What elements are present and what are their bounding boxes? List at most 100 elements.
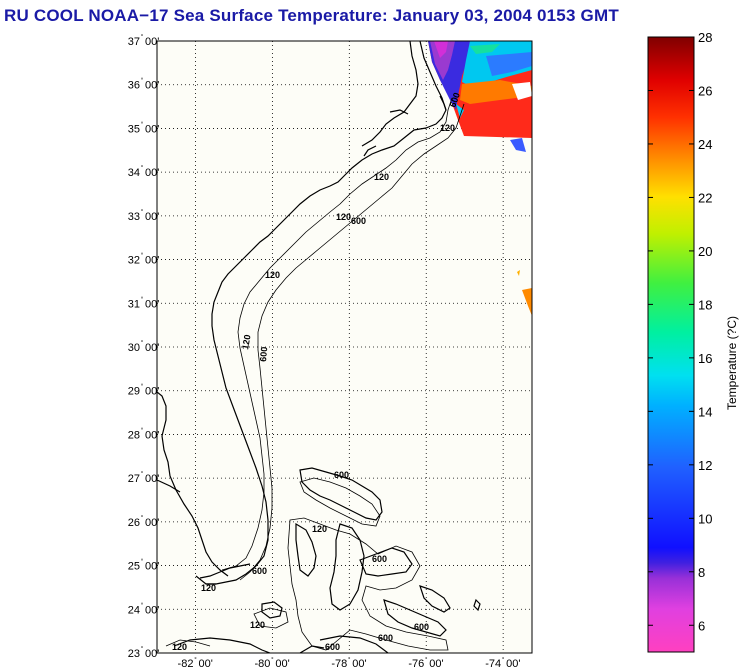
lat-minutes: 00'	[145, 36, 159, 48]
lon-label: -78	[331, 658, 347, 670]
lon-label: -76	[408, 658, 424, 670]
degree-mark: ˚	[348, 657, 350, 665]
degree-mark: ˚	[141, 209, 143, 217]
lon-label: -80	[254, 658, 270, 670]
colorbar-tick-label: 10	[698, 511, 712, 526]
contour-label: 120	[312, 524, 327, 534]
lon-minutes: 00'	[275, 658, 289, 670]
degree-mark: ˚	[425, 657, 427, 665]
degree-mark: ˚	[141, 253, 143, 261]
colorbar-tick-label: 8	[698, 565, 705, 580]
degree-mark: ˚	[141, 165, 143, 173]
lat-label: 35	[128, 123, 140, 135]
degree-mark: ˚	[141, 471, 143, 479]
degree-mark: ˚	[141, 602, 143, 610]
lon-minutes: 00'	[352, 658, 366, 670]
degree-mark: ˚	[141, 515, 143, 523]
contour-label: 120	[440, 123, 455, 133]
colorbar-label: Temperature (?C)	[725, 316, 739, 410]
colorbar-tick-label: 28	[698, 30, 712, 45]
lat-label: 26	[128, 517, 140, 529]
contour-label: 600	[325, 642, 340, 652]
colorbar-tick-label: 26	[698, 83, 712, 98]
colorbar-tick-label: 14	[698, 404, 712, 419]
colorbar-ticks: 28 26 24 22 20 18 16 14 12 10 8 6	[648, 30, 712, 633]
contour-label: 600	[258, 346, 269, 362]
colorbar-tick-label: 12	[698, 458, 712, 473]
lat-minutes: 00'	[145, 298, 159, 310]
colorbar-scale	[647, 36, 695, 653]
lon-label: -82	[178, 658, 194, 670]
longitude-labels: -82 ˚ 00' -80 ˚ 00' -78 ˚ 00' -76 ˚ 00' -74 ˚ 00'	[178, 657, 521, 670]
degree-mark: ˚	[141, 427, 143, 435]
lat-minutes: 00'	[145, 386, 159, 398]
lat-minutes: 00'	[145, 211, 159, 223]
contour-label: 120	[172, 642, 187, 652]
degree-mark: ˚	[194, 657, 196, 665]
degree-mark: ˚	[271, 657, 273, 665]
lat-minutes: 00'	[145, 648, 159, 660]
degree-mark: ˚	[141, 296, 143, 304]
lat-label: 28	[128, 429, 140, 441]
contour-label: 120	[265, 270, 280, 280]
contour-label: 600	[252, 566, 267, 576]
contour-labels: 120 600 120 120 600 120 120 600 600 120 …	[172, 91, 462, 652]
lat-label: 31	[128, 298, 140, 310]
contour-label: 120	[201, 583, 216, 593]
lon-minutes: 00'	[429, 658, 443, 670]
contour-label: 120	[336, 212, 351, 222]
contour-label: 120	[250, 620, 265, 630]
contour-label: 600	[351, 216, 366, 226]
lat-minutes: 00'	[145, 473, 159, 485]
lat-label: 33	[128, 211, 140, 223]
lat-minutes: 00'	[145, 80, 159, 92]
latitude-labels: 37 ˚ 00'36 ˚ 00'35 ˚ 00'34 ˚ 00'33 ˚ 00'32 ˚ 00'31 ˚ 0…	[128, 34, 160, 660]
lat-label: 30	[128, 342, 140, 354]
degree-mark: ˚	[141, 34, 143, 42]
lat-minutes: 00'	[145, 167, 159, 179]
lat-minutes: 00'	[145, 429, 159, 441]
lon-label: -74	[485, 658, 501, 670]
lat-label: 25	[128, 561, 140, 573]
lat-label: 36	[128, 80, 140, 92]
degree-mark: ˚	[141, 384, 143, 392]
degree-mark: ˚	[141, 121, 143, 129]
contour-label: 600	[447, 91, 462, 109]
lat-minutes: 00'	[145, 561, 159, 573]
lon-minutes: 00'	[506, 658, 520, 670]
lat-minutes: 00'	[145, 517, 159, 529]
lat-label: 32	[128, 255, 140, 267]
contour-label: 600	[414, 622, 429, 632]
lat-minutes: 00'	[145, 604, 159, 616]
colorbar-tick-label: 6	[698, 618, 705, 633]
lon-minutes: 00'	[198, 658, 212, 670]
lat-minutes: 00'	[145, 255, 159, 267]
colorbar-tick-label: 18	[698, 297, 712, 312]
lat-label: 29	[128, 386, 140, 398]
colorbar-tick-label: 22	[698, 190, 712, 205]
degree-mark: ˚	[141, 646, 143, 654]
contour-label: 120	[240, 334, 252, 351]
lat-minutes: 00'	[145, 123, 159, 135]
degree-mark: ˚	[141, 340, 143, 348]
lat-label: 24	[128, 604, 140, 616]
degree-mark: ˚	[141, 559, 143, 567]
lat-minutes: 00'	[145, 342, 159, 354]
colorbar-tick-label: 24	[698, 137, 712, 152]
contour-label: 600	[372, 554, 387, 564]
sst-data	[428, 41, 532, 316]
isobaths	[165, 97, 465, 651]
lat-label: 27	[128, 473, 140, 485]
lat-label: 37	[128, 36, 140, 48]
map-title: RU COOL NOAA−17 Sea Surface Temperature:…	[4, 6, 619, 25]
degree-mark: ˚	[141, 78, 143, 86]
lat-label: 23	[128, 648, 140, 660]
lat-label: 34	[128, 167, 140, 179]
colorbar-tick-label: 16	[698, 351, 712, 366]
contour-label: 600	[334, 470, 349, 480]
contour-label: 600	[378, 633, 393, 643]
contour-label: 120	[374, 172, 389, 182]
degree-mark: ˚	[502, 657, 504, 665]
